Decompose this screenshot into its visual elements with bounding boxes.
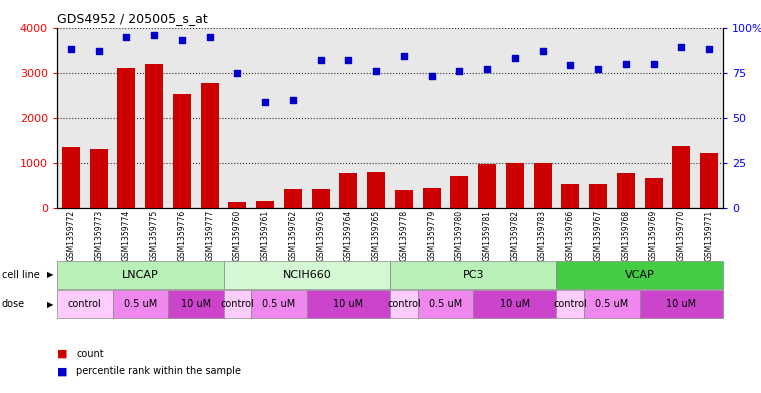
Point	[619, 61, 632, 67]
Bar	[117, 68, 135, 208]
Point	[287, 97, 299, 103]
Point	[481, 66, 493, 72]
Text: GDS4952 / 205005_s_at: GDS4952 / 205005_s_at	[57, 12, 208, 25]
Point	[509, 55, 521, 61]
Point	[425, 73, 438, 79]
Text: 10 uM: 10 uM	[667, 299, 696, 309]
Bar	[645, 178, 663, 208]
Text: 10 uM: 10 uM	[333, 299, 364, 309]
Text: LNCAP: LNCAP	[122, 270, 159, 280]
Point	[120, 33, 132, 40]
Text: 0.5 uM: 0.5 uM	[124, 299, 157, 309]
Text: 10 uM: 10 uM	[500, 299, 530, 309]
Bar	[201, 83, 218, 208]
Bar	[451, 176, 468, 208]
Bar	[256, 201, 274, 208]
Bar	[589, 184, 607, 208]
Text: 0.5 uM: 0.5 uM	[263, 299, 296, 309]
Text: control: control	[221, 299, 254, 309]
Bar	[506, 163, 524, 208]
Point	[703, 46, 715, 52]
Bar	[339, 173, 358, 208]
Point	[93, 48, 105, 54]
Text: NCIH660: NCIH660	[282, 270, 331, 280]
Text: PC3: PC3	[463, 270, 484, 280]
Text: count: count	[76, 349, 103, 359]
Point	[370, 68, 382, 74]
Text: control: control	[68, 299, 102, 309]
Bar	[145, 64, 163, 208]
Text: control: control	[387, 299, 421, 309]
Bar	[533, 163, 552, 208]
Text: dose: dose	[2, 299, 24, 309]
Bar	[617, 173, 635, 208]
Bar	[478, 164, 496, 208]
Bar	[422, 188, 441, 208]
Bar	[672, 146, 690, 208]
Point	[342, 57, 355, 63]
Point	[148, 31, 161, 38]
Text: ■: ■	[57, 349, 68, 359]
Point	[204, 33, 216, 40]
Text: VCAP: VCAP	[625, 270, 654, 280]
Point	[675, 44, 687, 51]
Bar	[700, 153, 718, 208]
Text: cell line: cell line	[2, 270, 40, 280]
Point	[65, 46, 77, 52]
Bar	[395, 190, 413, 208]
Point	[314, 57, 326, 63]
Text: 10 uM: 10 uM	[180, 299, 211, 309]
Text: percentile rank within the sample: percentile rank within the sample	[76, 366, 241, 376]
Text: control: control	[553, 299, 587, 309]
Text: 0.5 uM: 0.5 uM	[595, 299, 629, 309]
Point	[231, 70, 244, 76]
Point	[176, 37, 188, 43]
Point	[454, 68, 466, 74]
Text: ■: ■	[57, 366, 68, 376]
Text: ▶: ▶	[46, 270, 53, 279]
Bar	[562, 184, 579, 208]
Point	[564, 62, 576, 69]
Bar	[62, 147, 80, 208]
Bar	[90, 149, 108, 208]
Bar	[367, 172, 385, 208]
Bar	[312, 189, 330, 208]
Point	[537, 48, 549, 54]
Point	[398, 53, 410, 60]
Text: ▶: ▶	[46, 300, 53, 309]
Point	[259, 99, 271, 105]
Point	[648, 61, 660, 67]
Text: 0.5 uM: 0.5 uM	[429, 299, 462, 309]
Bar	[228, 202, 247, 208]
Point	[592, 66, 604, 72]
Bar	[284, 189, 302, 208]
Bar	[173, 94, 191, 208]
